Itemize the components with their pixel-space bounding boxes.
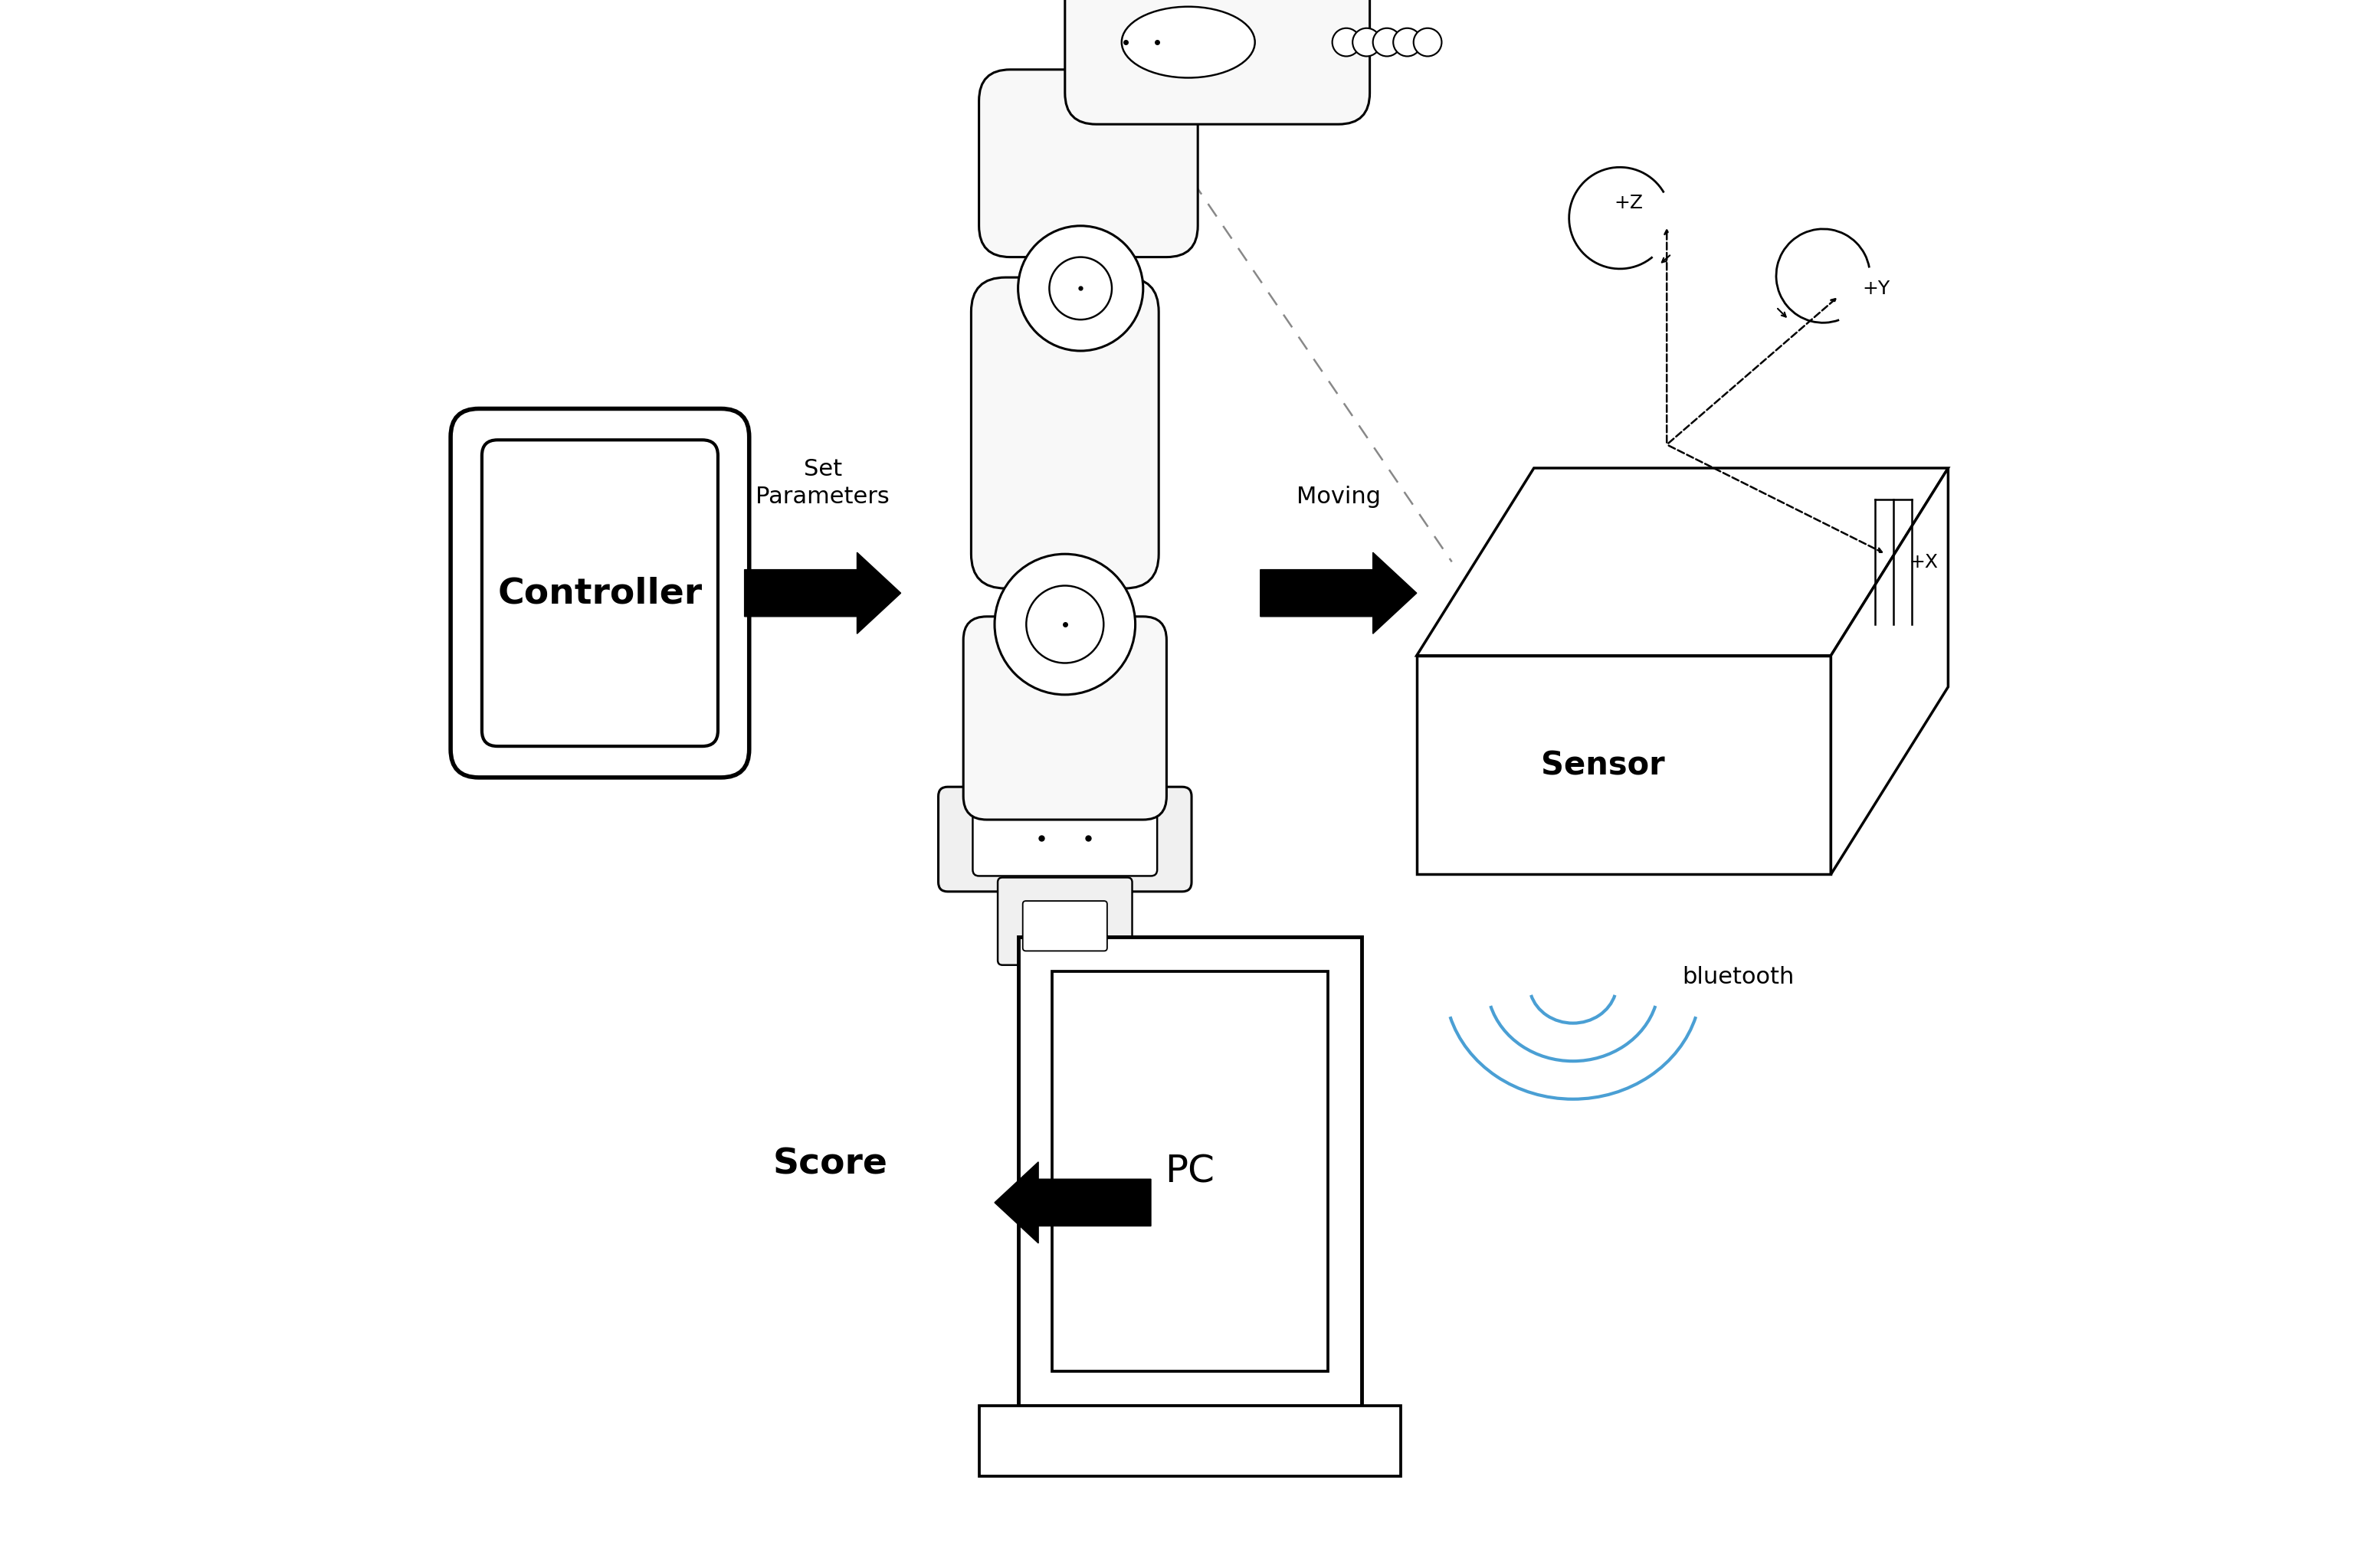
- Text: Moving: Moving: [1297, 486, 1380, 508]
- Text: +Y: +Y: [1861, 280, 1890, 298]
- FancyArrow shape: [745, 553, 900, 634]
- FancyBboxPatch shape: [971, 278, 1159, 589]
- Text: +X: +X: [1909, 553, 1937, 572]
- Bar: [1052, 972, 1328, 1371]
- Text: Score: Score: [774, 1147, 888, 1181]
- Circle shape: [1392, 30, 1421, 56]
- Text: PC: PC: [1166, 1153, 1214, 1190]
- FancyBboxPatch shape: [938, 787, 1192, 892]
- Bar: [978, 1406, 1402, 1476]
- Circle shape: [1333, 30, 1361, 56]
- FancyArrow shape: [995, 1162, 1152, 1243]
- Bar: [1019, 937, 1361, 1406]
- Text: Set
Parameters: Set Parameters: [757, 458, 890, 508]
- FancyBboxPatch shape: [450, 409, 750, 778]
- Circle shape: [1050, 258, 1111, 320]
- Text: bluetooth: bluetooth: [1683, 965, 1795, 987]
- Circle shape: [995, 555, 1135, 695]
- FancyBboxPatch shape: [997, 878, 1133, 965]
- Polygon shape: [1416, 469, 1949, 656]
- FancyArrow shape: [1261, 553, 1416, 634]
- FancyBboxPatch shape: [481, 440, 719, 747]
- FancyBboxPatch shape: [964, 617, 1166, 820]
- Circle shape: [1373, 30, 1402, 56]
- FancyBboxPatch shape: [973, 804, 1157, 876]
- Text: +Z: +Z: [1614, 194, 1642, 212]
- Circle shape: [1352, 30, 1380, 56]
- Circle shape: [1414, 30, 1442, 56]
- Circle shape: [1019, 226, 1142, 351]
- FancyBboxPatch shape: [1064, 0, 1371, 125]
- Polygon shape: [1416, 656, 1830, 875]
- FancyBboxPatch shape: [978, 70, 1197, 258]
- Ellipse shape: [1121, 8, 1254, 78]
- FancyBboxPatch shape: [1023, 901, 1107, 951]
- Text: Controller: Controller: [497, 576, 702, 611]
- Polygon shape: [1830, 469, 1949, 875]
- Circle shape: [1026, 586, 1104, 664]
- Text: Sensor: Sensor: [1542, 750, 1666, 781]
